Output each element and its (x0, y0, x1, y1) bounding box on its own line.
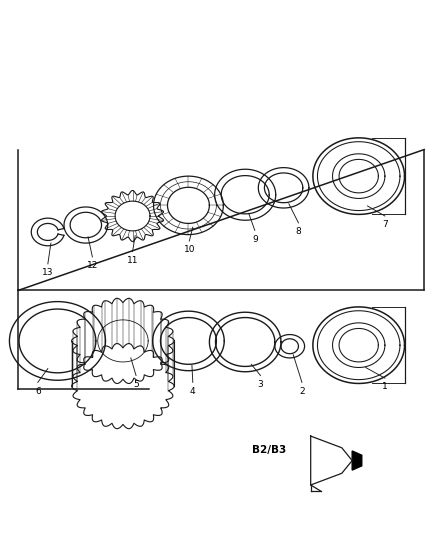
Text: 12: 12 (87, 261, 98, 270)
Text: 7: 7 (382, 220, 388, 229)
Text: 2: 2 (299, 386, 305, 395)
Text: 9: 9 (252, 235, 258, 244)
Text: 6: 6 (35, 386, 41, 395)
Text: 4: 4 (190, 386, 196, 395)
Text: 5: 5 (133, 379, 139, 389)
Text: 3: 3 (258, 379, 263, 389)
Text: 1: 1 (382, 382, 388, 391)
Text: 13: 13 (42, 268, 53, 277)
Text: 8: 8 (296, 227, 301, 236)
Text: 10: 10 (184, 245, 195, 254)
Text: B2/B3: B2/B3 (252, 445, 287, 455)
Polygon shape (352, 451, 362, 470)
Text: 11: 11 (127, 256, 138, 265)
